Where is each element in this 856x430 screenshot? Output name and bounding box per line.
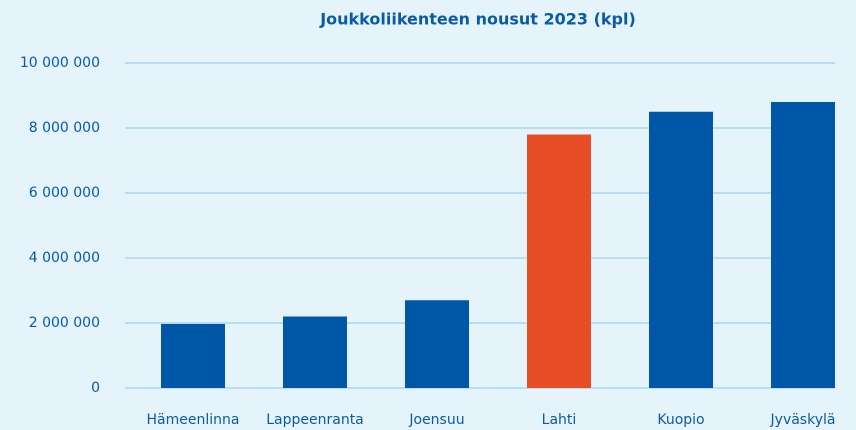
x-tick-label: Hämeenlinna xyxy=(147,412,240,428)
x-tick-label: Lappeenranta xyxy=(266,412,364,428)
bar xyxy=(649,111,713,388)
x-tick-label: Lahti xyxy=(542,412,577,428)
x-tick-label: Joensuu xyxy=(408,412,464,428)
y-tick-label: 4 000 000 xyxy=(29,250,100,266)
y-tick-label: 2 000 000 xyxy=(29,315,100,331)
bar xyxy=(161,323,225,388)
bar xyxy=(405,300,469,388)
bar xyxy=(283,316,347,388)
chart-title: Joukkoliikenteen nousut 2023 (kpl) xyxy=(319,10,636,29)
x-tick-label: Jyväskylä xyxy=(770,412,836,428)
y-tick-label: 8 000 000 xyxy=(29,120,100,136)
y-tick-label: 10 000 000 xyxy=(20,55,100,71)
bar xyxy=(771,102,835,388)
y-tick-label: 6 000 000 xyxy=(29,185,100,201)
x-tick-label: Kuopio xyxy=(657,412,704,428)
y-tick-label: 0 xyxy=(91,380,100,396)
bar xyxy=(527,134,591,388)
